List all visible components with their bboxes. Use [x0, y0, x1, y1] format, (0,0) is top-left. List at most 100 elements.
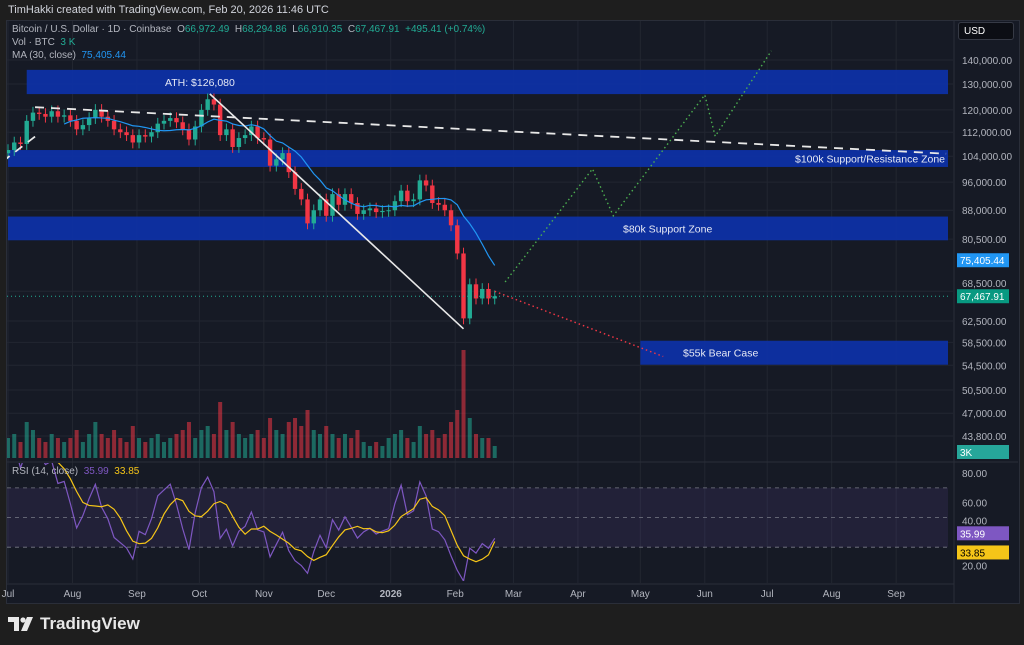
volume-bar: [361, 442, 366, 458]
candle: [299, 188, 304, 200]
volume-bar: [467, 418, 472, 458]
candle: [455, 225, 460, 254]
price-axis-label: 43,800.00: [962, 432, 1007, 443]
volume-bar: [374, 442, 379, 458]
candle: [448, 210, 454, 226]
volume-value: 3 K: [60, 37, 76, 48]
volume-bar: [486, 438, 491, 458]
price-axis-label: 130,000.00: [962, 80, 1012, 91]
price-axis-label: 62,500.00: [962, 317, 1007, 328]
high-label: H: [234, 24, 243, 35]
volume-bar: [311, 430, 316, 458]
volume-bar: [336, 438, 341, 458]
price-axis-label: 120,000.00: [962, 106, 1012, 117]
volume-bar: [399, 430, 404, 458]
candle: [155, 123, 160, 133]
candle: [99, 109, 104, 117]
open-label: O: [177, 24, 185, 35]
candle: [18, 142, 23, 144]
volume-bar: [386, 438, 391, 458]
trendline: [7, 135, 36, 160]
rsi-axis-label: 20.00: [962, 561, 987, 572]
candle: [68, 115, 73, 121]
candle: [405, 190, 410, 202]
volume-bar: [43, 442, 48, 458]
candle: [161, 120, 167, 124]
currency-button[interactable]: USD: [958, 22, 1014, 40]
ma-legend[interactable]: MA (30, close) 75,405.44: [12, 50, 126, 61]
candle: [461, 253, 466, 319]
volume-bar: [392, 434, 397, 458]
volume-bar: [30, 430, 35, 458]
candle: [267, 139, 273, 166]
volume-bar: [118, 438, 123, 458]
candle: [261, 138, 267, 140]
rsi-ma-badge-text: 33.85: [960, 548, 985, 559]
price-badge-text: 75,405.44: [960, 256, 1005, 267]
candle: [236, 138, 242, 147]
candle: [473, 284, 479, 299]
candle: [324, 199, 329, 216]
rsi-axis-label: 60.00: [962, 499, 987, 510]
change-value: +495.41 (+0.74%): [405, 24, 486, 35]
volume-bar: [442, 434, 447, 458]
candle: [286, 153, 291, 173]
low-label: L: [292, 24, 298, 35]
candle: [143, 135, 148, 137]
symbol-name[interactable]: Bitcoin / U.S. Dollar · 1D · Coinbase: [12, 24, 172, 35]
rsi-axis-label: 80.00: [962, 469, 987, 480]
volume-bar: [461, 350, 466, 458]
candle: [349, 194, 354, 203]
volume-bar: [474, 434, 478, 458]
rsi-legend[interactable]: RSI (14, close) 35.99 33.85: [12, 466, 139, 477]
candle: [149, 132, 154, 137]
brand-name: TradingView: [40, 614, 140, 633]
rsi-axis-label: 40.00: [962, 516, 987, 527]
volume-bar: [218, 402, 223, 458]
volume-bar: [186, 422, 191, 458]
volume-bar: [55, 438, 60, 458]
candle: [205, 99, 210, 110]
volume-bar: [62, 442, 67, 458]
candle: [43, 113, 48, 117]
candle: [361, 210, 366, 214]
volume-bar: [99, 434, 104, 458]
volume-bar: [367, 446, 372, 458]
candle: [373, 208, 379, 213]
candle: [280, 153, 285, 160]
volume-bar: [318, 434, 322, 458]
candle: [130, 135, 135, 143]
time-axis-label: Dec: [317, 589, 335, 600]
volume-bar: [230, 422, 235, 458]
price-axis-label: 140,000.00: [962, 56, 1012, 67]
volume-legend[interactable]: Vol · BTC 3 K: [12, 37, 75, 48]
candle: [55, 111, 61, 117]
candle: [398, 190, 404, 202]
volume-bar: [480, 438, 485, 458]
candle: [336, 194, 341, 205]
candle: [411, 199, 416, 202]
volume-bar: [268, 418, 273, 458]
volume-bar: [380, 446, 385, 458]
volume-bar: [293, 418, 298, 458]
candle: [305, 199, 310, 224]
volume-bar: [37, 438, 42, 458]
candle: [274, 159, 279, 166]
rsi-ma-value: 33.85: [114, 466, 140, 477]
volume-bar: [430, 430, 435, 458]
tradingview-logo[interactable]: TradingView: [8, 614, 140, 634]
close-value: 67,467.91: [355, 24, 400, 35]
candle: [380, 210, 385, 213]
volume-bar: [199, 430, 204, 458]
price-axis-label: 54,500.00: [962, 361, 1007, 372]
candle: [436, 202, 441, 205]
zone-label: $80k Support Zone: [623, 223, 712, 235]
time-axis-label: Apr: [570, 589, 586, 600]
candle: [7, 150, 11, 154]
volume-bar: [80, 442, 85, 458]
volume-bar: [205, 426, 210, 458]
zone-rect: [640, 340, 948, 365]
candle: [242, 135, 248, 139]
time-axis-label: Jun: [697, 589, 713, 600]
